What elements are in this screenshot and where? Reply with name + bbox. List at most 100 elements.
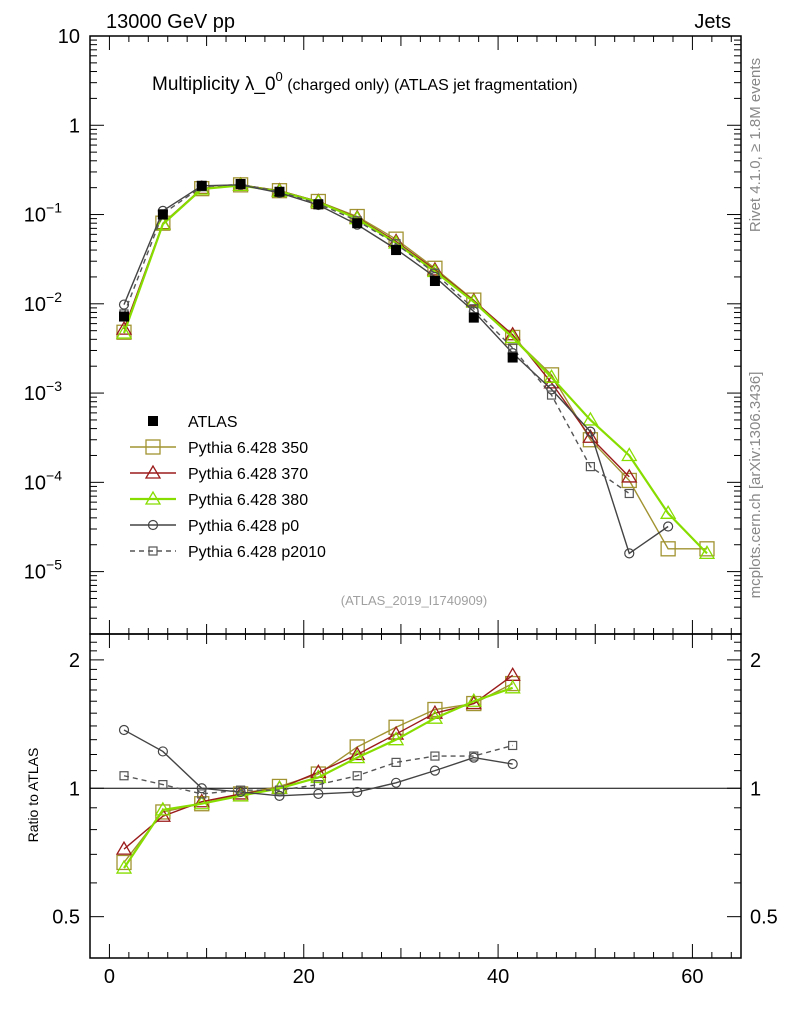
point-open-square-small <box>158 780 168 790</box>
ratio-ytick-label-right: 2 <box>750 650 761 672</box>
point-open-circle <box>429 765 441 776</box>
point-open-square-small <box>391 757 401 767</box>
point-open-circle <box>147 519 159 531</box>
main-ytick-label: 1 <box>69 115 80 137</box>
ytick-base: 10 <box>24 294 46 316</box>
ratio-ytick-label: 2 <box>69 650 80 672</box>
point-open-square-small <box>430 751 440 761</box>
series-line <box>122 184 708 555</box>
point-open-square-small <box>352 771 362 781</box>
ytick-exponent: −3 <box>46 378 62 394</box>
point-open-triangle <box>115 840 133 855</box>
series-pythia-6-428-370 <box>115 667 521 855</box>
point-open-square-small <box>546 390 557 400</box>
point-filled-square <box>274 186 285 197</box>
point-open-triangle <box>115 324 133 339</box>
point-filled-square <box>352 218 363 229</box>
point-open-triangle <box>144 464 162 479</box>
ratio-plot-frame <box>89 633 742 959</box>
point-open-square-small <box>119 771 129 781</box>
point-open-triangle <box>349 746 366 761</box>
series-line <box>123 183 630 495</box>
point-open-square-small <box>585 462 595 472</box>
point-open-square-small <box>148 546 158 556</box>
point-filled-square <box>468 312 479 323</box>
plot-title-sub: (charged only) (ATLAS jet fragmentation) <box>283 77 578 94</box>
point-open-square-small <box>313 780 323 790</box>
plot-title: Multiplicity λ_00 (charged only) (ATLAS … <box>152 69 578 95</box>
legend-label: ATLAS <box>188 414 238 431</box>
point-open-square <box>505 675 521 692</box>
point-open-circle <box>157 746 168 757</box>
point-open-circle <box>585 426 596 437</box>
legend-entry: Pythia 6.428 p2010 <box>130 544 326 561</box>
point-open-triangle <box>387 731 405 746</box>
point-open-triangle <box>349 749 366 764</box>
point-filled-square <box>235 178 246 189</box>
point-open-square-small <box>197 789 207 799</box>
point-open-triangle <box>465 692 482 707</box>
point-filled-square <box>391 245 402 256</box>
series-line <box>123 729 513 797</box>
point-open-square <box>155 804 171 820</box>
header-left: 13000 GeV pp <box>106 11 235 33</box>
legend-entry: Pythia 6.428 380 <box>130 490 308 509</box>
series-line <box>123 674 514 850</box>
point-open-triangle <box>504 679 521 694</box>
xtick-label: 40 <box>487 966 509 988</box>
series-atlas <box>119 178 518 363</box>
legend-entry: ATLAS <box>148 414 238 431</box>
point-open-square-small <box>469 751 479 761</box>
point-filled-square <box>429 276 440 287</box>
point-open-square <box>699 541 715 557</box>
point-open-circle <box>118 299 130 310</box>
point-open-square <box>660 541 676 557</box>
point-open-circle <box>546 384 557 395</box>
point-open-circle <box>663 521 674 532</box>
point-filled-square <box>119 311 130 322</box>
point-open-triangle <box>154 215 172 230</box>
point-open-circle <box>118 724 130 736</box>
point-open-triangle <box>426 709 444 724</box>
main-ytick-label: 10−1 <box>24 200 62 227</box>
point-open-circle <box>390 777 402 788</box>
ratio-ylabel: Ratio to ATLAS <box>25 748 41 843</box>
xtick-label: 20 <box>293 966 315 988</box>
series-pythia-6-428-380 <box>115 679 521 874</box>
point-filled-square <box>507 352 518 363</box>
legend-label: Pythia 6.428 p2010 <box>188 544 326 561</box>
xtick-label: 0 <box>104 966 115 988</box>
series-pythia-6-428-370 <box>115 176 638 483</box>
legend-entry: Pythia 6.428 350 <box>130 439 308 457</box>
plot-title-sup: 0 <box>276 69 283 84</box>
point-open-square-small <box>508 343 518 353</box>
point-filled-square <box>313 199 324 210</box>
point-open-square-small <box>624 488 634 499</box>
point-open-triangle <box>504 329 521 344</box>
point-open-circle <box>274 790 285 801</box>
ytick-base: 10 <box>24 472 46 494</box>
ytick-base: 10 <box>24 562 46 584</box>
point-filled-square <box>196 180 207 191</box>
main-ytick-label: 10−3 <box>24 378 62 405</box>
point-open-square-small <box>274 785 285 795</box>
point-open-circle <box>624 548 635 559</box>
point-open-circle <box>313 788 324 800</box>
ratio-ytick-label-right: 1 <box>750 778 761 800</box>
series-pythia-6-428-p0 <box>118 724 518 801</box>
point-open-triangle <box>154 801 172 816</box>
point-open-square <box>621 472 637 489</box>
point-filled-square <box>148 416 158 426</box>
point-open-circle <box>196 783 207 794</box>
point-open-triangle <box>698 545 716 560</box>
legend-entry: Pythia 6.428 370 <box>130 464 308 483</box>
series-pythia-6-428-p2010 <box>119 740 518 799</box>
ytick-exponent: −2 <box>46 289 62 305</box>
xtick-label: 60 <box>681 966 703 988</box>
point-open-triangle <box>659 505 677 519</box>
ratio-ytick-label-right: 0.5 <box>750 907 778 929</box>
ytick-exponent: −1 <box>46 200 62 216</box>
main-ytick-label: 10−2 <box>24 289 62 316</box>
point-open-triangle <box>115 859 133 874</box>
analysis-tag: (ATLAS_2019_I1740909) <box>341 593 487 608</box>
